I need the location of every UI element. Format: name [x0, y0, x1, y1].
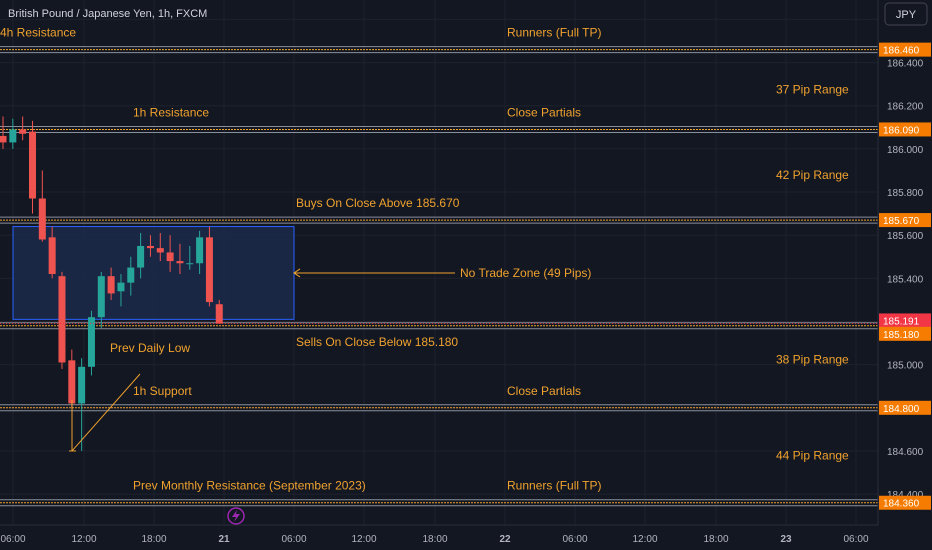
pip-range-label: 42 Pip Range — [776, 168, 849, 182]
symbol-title: British Pound / Japanese Yen, 1h, FXCM — [8, 8, 207, 20]
level-price-badge — [879, 495, 931, 510]
level-left-label: 4h Resistance — [0, 26, 76, 40]
current-price-text: 185.191 — [883, 316, 920, 327]
prev-daily-low-label: Prev Daily Low — [110, 341, 190, 355]
time-tick-label: 06:00 — [281, 534, 306, 545]
time-tick-label: 18:00 — [703, 534, 728, 545]
candle-body — [78, 366, 86, 404]
candle-body — [205, 237, 213, 303]
candle-body — [156, 248, 164, 253]
candle-body — [87, 317, 95, 367]
price-tick-label: 184.400 — [887, 490, 924, 501]
time-tick-label: 06:00 — [843, 534, 868, 545]
lightning-icon[interactable] — [227, 507, 245, 525]
candle-body — [58, 276, 66, 363]
time-axis[interactable]: 06:00 12:00 18:00 21 06:00 12:00 18:00 22 06:00 1… — [0, 524, 878, 550]
candle-body — [9, 129, 17, 143]
pip-range-label: 37 Pip Range — [776, 83, 849, 97]
price-tick-label: 185.800 — [887, 188, 924, 199]
pip-range-label: 44 Pip Range — [776, 448, 849, 462]
candle-body — [0, 135, 7, 143]
candle-body — [48, 237, 56, 275]
price-tick-label: 186.200 — [887, 102, 924, 113]
candle-body — [166, 252, 174, 262]
currency-button[interactable]: JPY — [884, 2, 928, 26]
pip-range-label: 38 Pip Range — [776, 352, 849, 366]
level-right-label: Close Partials — [507, 105, 581, 119]
level-price-badge-text: 186.090 — [883, 125, 920, 136]
time-tick-label: 12:00 — [71, 534, 96, 545]
price-tick-label: 185.400 — [887, 274, 924, 285]
level-right-label: Buys On Close Above 185.670 — [296, 196, 460, 210]
currency-label: JPY — [896, 9, 917, 21]
candle-body — [28, 131, 36, 199]
price-levels: 4h Resistance Runners (Full TP) 1h Resista… — [0, 26, 878, 507]
level-price-badge — [879, 400, 931, 415]
time-axis-bg — [0, 525, 878, 550]
level-left-label: 1h Support — [133, 384, 192, 398]
candle-body — [38, 198, 46, 240]
candle-body — [19, 129, 27, 134]
prev-daily-low-arrow — [71, 373, 141, 452]
level-right-label: Runners (Full TP) — [507, 26, 601, 40]
candle-body — [215, 304, 223, 324]
level-price-badge-text: 185.670 — [883, 216, 920, 227]
price-tick-label: 185.000 — [887, 361, 924, 372]
time-tick-label: 12:00 — [351, 534, 376, 545]
no-trade-zone-arrowhead — [293, 268, 301, 278]
candle-body — [176, 261, 184, 264]
no-trade-zone-label: No Trade Zone (49 Pips) — [460, 266, 591, 280]
annotations: 37 Pip Range 42 Pip Range 38 Pip Range 44 P… — [69, 83, 849, 462]
candle-body — [107, 276, 115, 294]
level-right-label: Close Partials — [507, 384, 581, 398]
price-tick-label: 185.600 — [887, 231, 924, 242]
level-left-label: Prev Monthly Resistance (September 2023) — [133, 479, 366, 493]
time-tick-label: 06:00 — [0, 534, 25, 545]
candle-body — [196, 237, 204, 264]
level-right-label: Sells On Close Below 185.180 — [296, 335, 458, 349]
time-tick-label: 22 — [499, 534, 511, 545]
grid-lines — [0, 0, 878, 525]
candle-body — [97, 276, 105, 318]
candle-body — [127, 267, 135, 283]
price-tick-label: 186.000 — [887, 145, 924, 156]
candle-body — [137, 245, 145, 268]
time-tick-label: 23 — [780, 534, 792, 545]
candle-body — [146, 245, 154, 249]
level-price-badge-text: 185.180 — [883, 330, 920, 341]
level-price-badge — [879, 122, 931, 137]
candles — [0, 116, 223, 451]
time-tick-label: 18:00 — [422, 534, 447, 545]
level-price-badge — [879, 326, 931, 341]
level-left-label: 1h Resistance — [133, 105, 209, 119]
level-right-label: Runners (Full TP) — [507, 479, 601, 493]
candle-body — [117, 282, 125, 292]
time-tick-label: 21 — [218, 534, 230, 545]
price-tick-label: 184.600 — [887, 447, 924, 458]
level-price-badge-text: 186.460 — [883, 46, 920, 57]
level-price-badge — [879, 42, 931, 57]
price-tick-label: 186.400 — [887, 59, 924, 70]
time-tick-label: 06:00 — [562, 534, 587, 545]
level-price-badge — [879, 213, 931, 228]
time-tick-label: 18:00 — [141, 534, 166, 545]
price-axis-bg — [878, 0, 932, 550]
candle-body — [68, 360, 76, 404]
level-price-badge-text: 184.800 — [883, 404, 920, 415]
level-price-badge-text: 184.360 — [883, 499, 920, 510]
time-tick-label: 12:00 — [632, 534, 657, 545]
candle-body — [186, 263, 194, 265]
